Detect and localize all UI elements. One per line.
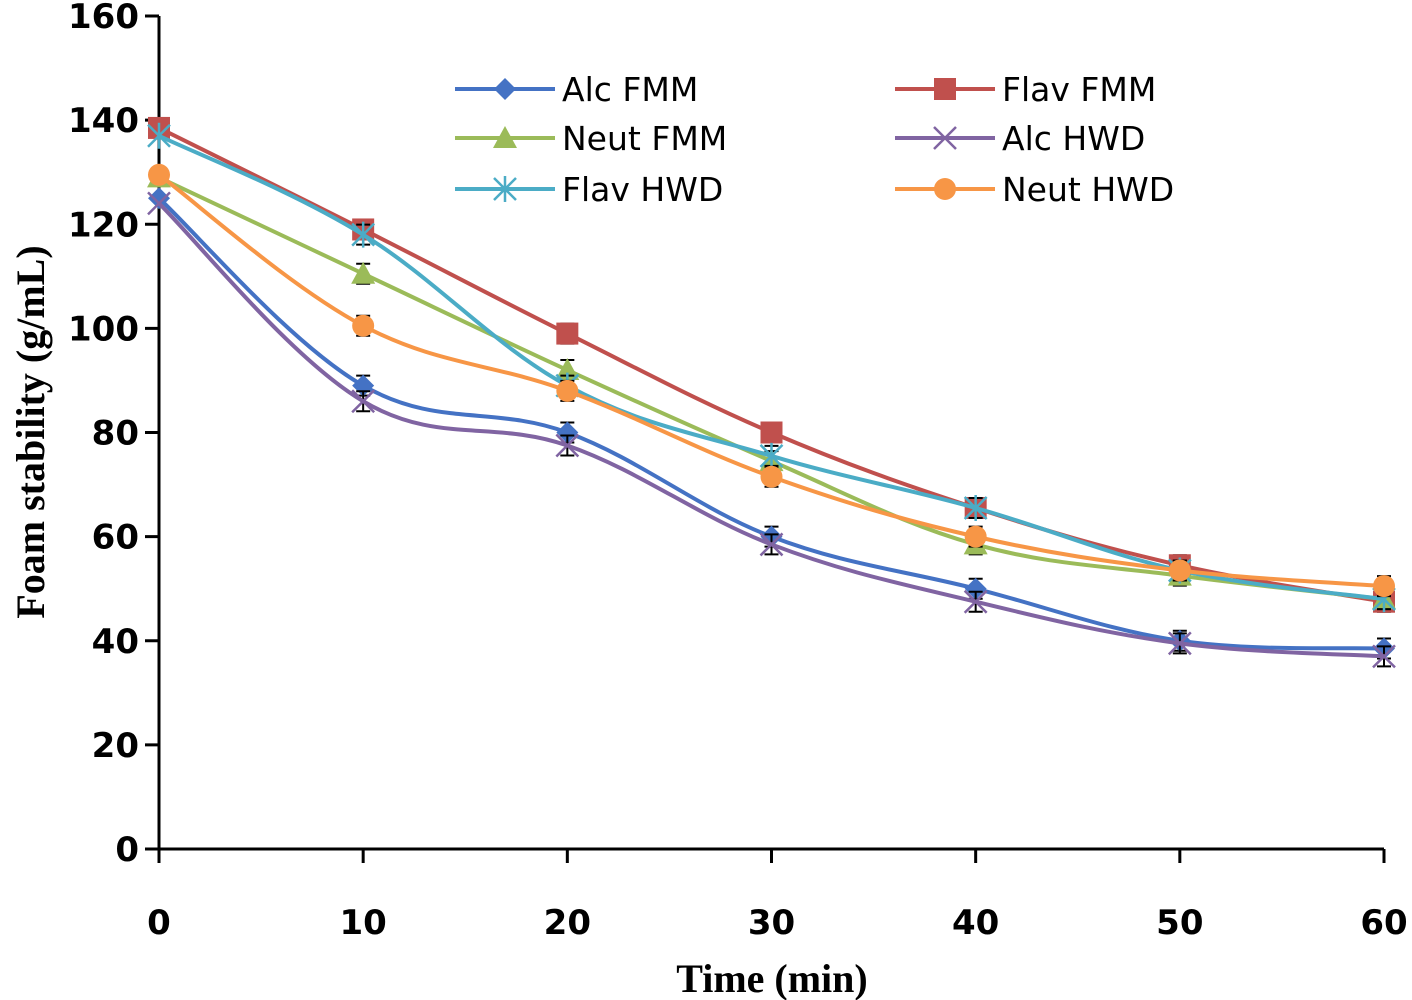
data-point-flav-hwd <box>351 221 376 248</box>
legend-marker-flav-hwd <box>493 176 517 202</box>
data-point-neut-fmm <box>351 261 376 284</box>
legend-marker-neut-fmm <box>493 126 517 148</box>
x-axis-title: Time (min) <box>676 956 867 1000</box>
data-point-alc-fmm <box>964 577 987 600</box>
data-point-alc-hwd <box>147 191 171 216</box>
legend-label: Alc HWD <box>1002 119 1145 158</box>
data-point-alc-hwd <box>555 433 580 458</box>
data-point-alc-hwd <box>351 389 376 414</box>
y-tick-label: 120 <box>68 205 139 245</box>
series-neut-hwd <box>148 163 1395 598</box>
data-point-flav-hwd <box>147 122 171 149</box>
y-axis-title: Foam stability (g/mL) <box>8 245 53 618</box>
legend: Alc FMM Flav FMM Neut FMM Alc HWD Flav HWD Ne… <box>455 70 1174 209</box>
legend-item-alc-fmm: Alc FMM <box>455 70 698 109</box>
x-tick-label: 40 <box>952 903 999 943</box>
legend-label: Neut FMM <box>562 119 727 158</box>
data-point-neut-hwd <box>556 379 579 402</box>
data-point-flav-hwd <box>963 494 988 521</box>
data-point-neut-hwd <box>1168 559 1191 582</box>
y-tick-label: 20 <box>92 726 139 766</box>
y-tick-label: 160 <box>68 0 139 37</box>
data-point-neut-hwd <box>760 465 783 488</box>
legend-marker-alc-fmm <box>494 78 516 100</box>
y-tick-label: 0 <box>115 830 139 870</box>
data-point-neut-hwd <box>148 163 170 186</box>
legend-item-neut-fmm: Neut FMM <box>455 119 727 158</box>
y-tick-label: 100 <box>68 309 139 349</box>
data-point-neut-hwd <box>964 525 987 548</box>
legend-marker-flav-fmm <box>934 78 956 100</box>
legend-label: Flav FMM <box>1002 70 1156 109</box>
legend-marker-neut-hwd <box>934 178 956 200</box>
axes: 0 20 40 60 80 100 120 140 160 0 10 20 30 40 50 60 <box>68 0 1408 943</box>
series-line-neut-hwd <box>157 173 1385 589</box>
data-point-alc-fmm <box>556 421 579 444</box>
data-point-flav-fmm <box>556 322 579 345</box>
y-tick-label: 80 <box>92 414 139 454</box>
data-point-alc-hwd <box>1372 644 1396 669</box>
series-layer <box>147 116 1396 669</box>
data-point-alc-fmm <box>148 187 170 210</box>
legend-item-neut-hwd: Neut HWD <box>895 170 1174 209</box>
legend-label: Neut HWD <box>1002 170 1174 209</box>
legend-item-alc-hwd: Alc HWD <box>895 119 1145 158</box>
data-point-alc-hwd <box>759 532 784 557</box>
data-point-neut-hwd <box>352 314 375 337</box>
legend-item-flav-fmm: Flav FMM <box>895 70 1156 109</box>
legend-item-flav-hwd: Flav HWD <box>455 170 723 209</box>
y-tick-label: 40 <box>92 622 139 662</box>
data-point-neut-hwd <box>1373 575 1395 598</box>
legend-marker-alc-hwd <box>933 126 957 150</box>
data-point-flav-hwd <box>759 442 784 469</box>
x-tick-label: 10 <box>340 903 387 943</box>
x-tick-label: 20 <box>544 903 591 943</box>
data-point-flav-fmm <box>760 421 783 444</box>
x-tick-label: 30 <box>748 903 795 943</box>
x-tick-label: 50 <box>1156 903 1203 943</box>
data-point-alc-hwd <box>1167 631 1192 656</box>
y-tick-label: 60 <box>92 518 139 558</box>
legend-label: Flav HWD <box>562 170 723 209</box>
data-point-neut-fmm <box>555 358 580 381</box>
x-tick-label: 0 <box>147 903 171 943</box>
legend-label: Alc FMM <box>562 70 698 109</box>
series-alc-hwd <box>147 191 1396 669</box>
y-tick-label: 140 <box>68 101 139 141</box>
data-point-alc-hwd <box>963 589 988 614</box>
x-tick-label: 60 <box>1360 903 1407 943</box>
